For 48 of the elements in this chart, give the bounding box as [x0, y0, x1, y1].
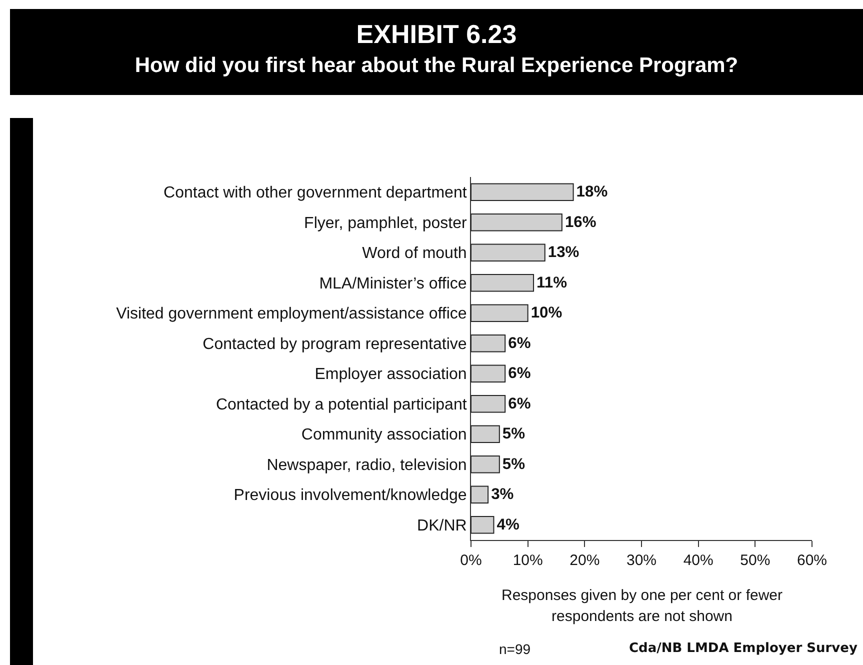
- data-label: 16%: [564, 214, 596, 231]
- chart-title: EXHIBIT 6.23: [355, 19, 518, 50]
- data-label: 3%: [491, 486, 514, 504]
- x-tick-label: 20%: [570, 552, 600, 569]
- bar: [471, 364, 506, 382]
- x-tick-label: 0%: [460, 552, 482, 569]
- data-label: 6%: [508, 395, 531, 412]
- y-tick-label: Contacted by a potential participant: [216, 396, 468, 414]
- y-tick-label: Visited government employment/assistance office: [116, 306, 467, 323]
- y-tick-label: MLA/Minister’s office: [319, 275, 467, 292]
- x-tick-label: 40%: [683, 552, 714, 569]
- data-label: 13%: [548, 244, 580, 262]
- x-axis-title: Responses given by one per cent or fewer respondents are not shown: [500, 586, 784, 627]
- y-tick-label: Contacted by program representative: [202, 336, 467, 353]
- bar: [471, 425, 500, 443]
- x-tick-label: 60%: [796, 552, 828, 569]
- data-label: 6%: [508, 365, 531, 382]
- y-tick-label: DK/NR: [417, 517, 467, 534]
- bar: [471, 395, 506, 413]
- y-tick-label: Word of mouth: [362, 245, 467, 262]
- x-tick-label: 50%: [740, 552, 770, 569]
- bar: [471, 516, 494, 534]
- bar: [471, 486, 489, 504]
- data-label: 10%: [530, 304, 562, 322]
- y-tick-label: Previous involvement/knowledge: [234, 487, 467, 504]
- bar: [471, 183, 574, 201]
- y-tick-label: Newspaper, radio, television: [266, 456, 467, 474]
- bar: [471, 304, 528, 322]
- bar: [471, 274, 534, 292]
- text: n=99: [499, 641, 531, 657]
- y-tick-label: Employer association: [314, 366, 467, 384]
- x-tick-label: 30%: [626, 552, 657, 569]
- data-label: 5%: [502, 456, 526, 473]
- data-label: 6%: [508, 334, 531, 352]
- data-label: 5%: [502, 426, 526, 443]
- chart-subtitle: How did you first hear about the Rural Experience Program?: [134, 54, 740, 78]
- x-tick-label: 10%: [512, 552, 543, 569]
- bar: [471, 214, 562, 232]
- y-tick-label: Flyer, pamphlet, poster: [304, 214, 468, 232]
- data-label: 11%: [536, 274, 568, 292]
- bar: [471, 244, 546, 262]
- bar: [471, 456, 500, 474]
- data-label: 18%: [576, 184, 608, 201]
- y-tick-label: Community association: [301, 426, 467, 444]
- data-label: 4%: [496, 516, 520, 534]
- bar: [471, 334, 506, 352]
- text: Cda/NB LMDA Employer Survey: [629, 641, 858, 656]
- y-tick-label: Contact with other government department: [164, 184, 468, 202]
